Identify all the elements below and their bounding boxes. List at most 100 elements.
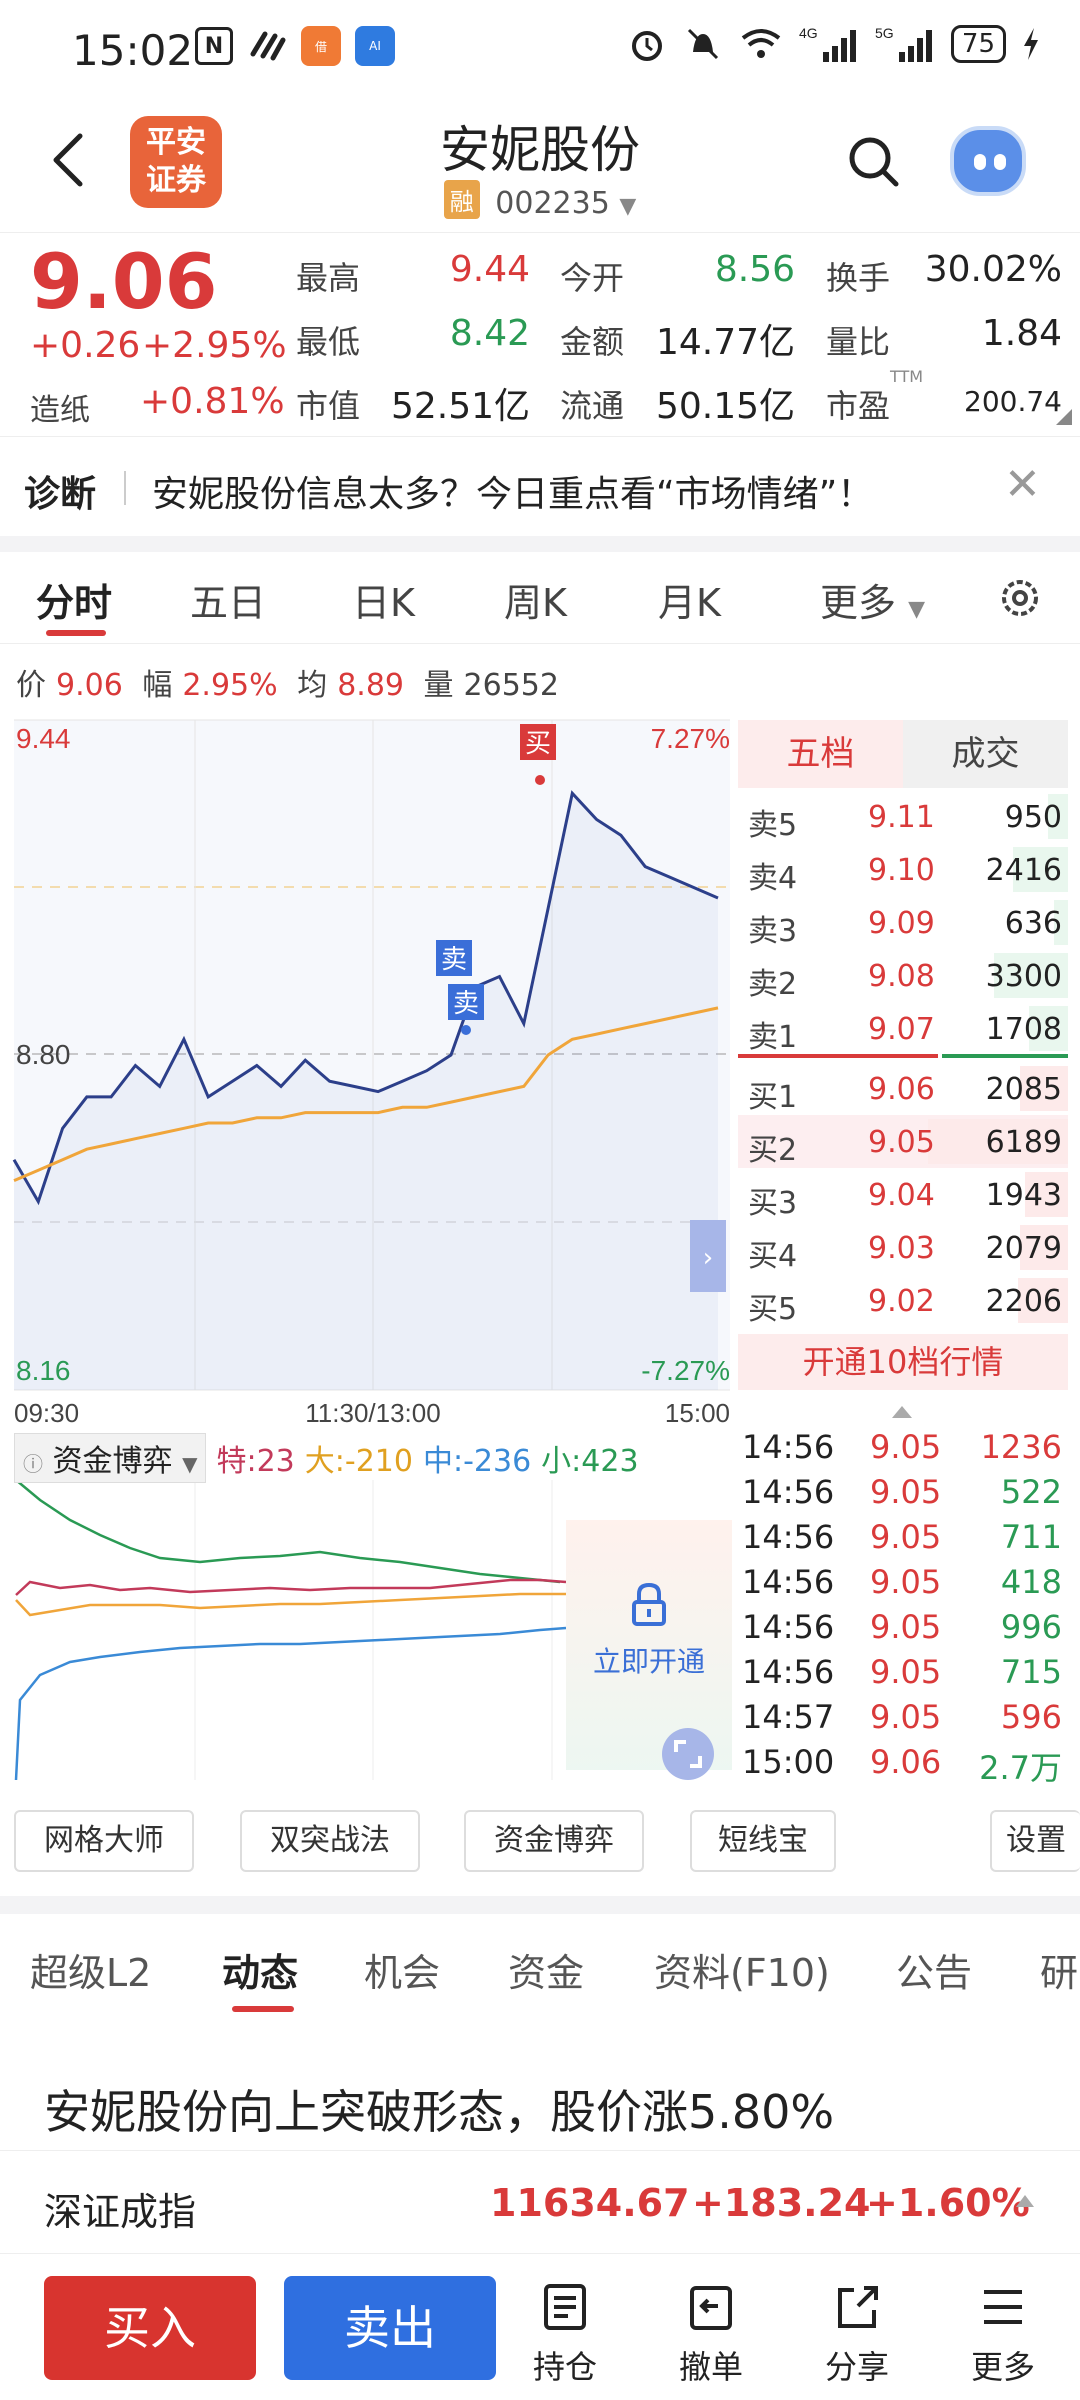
sell-marker-label: 卖 xyxy=(441,945,467,975)
bottom-action-bar: 买入 卖出 持仓 撤单 分享 更多 xyxy=(0,2256,1080,2400)
short-line-button[interactable]: 短线宝 xyxy=(690,1810,836,1872)
status-time: 15:02 xyxy=(72,26,194,75)
intraday-chart[interactable]: 9.44 8.80 8.16 7.27% -7.27% 09:30 11:30/… xyxy=(0,700,738,1800)
ask-bid-divider-red xyxy=(738,1054,938,1058)
unlock-overlay[interactable]: 立即开通 xyxy=(566,1520,732,1770)
side-expand-arrow[interactable] xyxy=(690,1220,726,1292)
diagnose-banner[interactable]: 诊断 安妮股份信息太多？今日重点看“市场情绪”！ ✕ xyxy=(0,436,1080,536)
chart-tabs: 分时 五日 日K 周K 月K 更多 ▼ xyxy=(0,552,1080,644)
tab-funds[interactable]: 资金 xyxy=(508,1951,585,1995)
ask-row[interactable]: 卖5 9.11 950 xyxy=(738,790,1068,843)
pct-max-label: 7.27% xyxy=(651,723,730,754)
hold-button[interactable]: 持仓 xyxy=(520,2282,610,2388)
fund-selector[interactable]: ⓘ 资金博弈 ▼ xyxy=(14,1433,207,1483)
fund-medium: 中:-236 xyxy=(422,1444,532,1479)
sell-marker-label: 卖 xyxy=(453,989,479,1019)
tab-day-k[interactable]: 日K xyxy=(352,581,415,625)
tab-super-l2[interactable]: 超级L2 xyxy=(30,1951,152,1995)
ask-price: 9.09 xyxy=(868,906,935,941)
ai-assistant-icon[interactable] xyxy=(950,126,1026,196)
tab-week-k[interactable]: 周K xyxy=(504,581,567,625)
tab-opportunity[interactable]: 机会 xyxy=(364,1951,441,1995)
bid-price: 9.05 xyxy=(868,1125,935,1160)
bid-price: 9.02 xyxy=(868,1284,935,1319)
ask-row[interactable]: 卖3 9.09 636 xyxy=(738,896,1068,949)
tab-five-levels[interactable]: 五档 xyxy=(738,720,903,788)
back-icon[interactable] xyxy=(48,130,88,190)
expand-corner-icon[interactable] xyxy=(1056,409,1072,425)
fund-line-small xyxy=(14,1626,567,1781)
index-bar[interactable]: 深证成指 11634.67 +183.24 +1.60% xyxy=(0,2150,1080,2254)
ask-level-label: 卖1 xyxy=(748,1020,798,1055)
volume-bar xyxy=(1020,1225,1068,1270)
search-icon[interactable] xyxy=(846,134,902,190)
tab-f10[interactable]: 资料(F10) xyxy=(654,1951,830,1995)
bid-row[interactable]: 买2 9.05 6189 xyxy=(738,1115,1068,1168)
tab-five-day[interactable]: 五日 xyxy=(190,581,267,625)
tick-volume: 996 xyxy=(1000,1608,1062,1646)
volume-bar xyxy=(1029,1006,1068,1051)
gear-icon[interactable] xyxy=(996,574,1044,622)
tab-month-k[interactable]: 月K xyxy=(658,581,721,625)
cancel-order-button[interactable]: 撤单 xyxy=(666,2282,756,2388)
tick-row: 14:56 9.05 711 xyxy=(738,1518,1068,1563)
ask-row[interactable]: 卖2 9.08 3300 xyxy=(738,949,1068,1002)
tab-trades[interactable]: 成交 xyxy=(903,720,1068,788)
open-10-levels-button[interactable]: 开通10档行情 xyxy=(738,1334,1068,1390)
y-min-label: 8.16 xyxy=(16,1355,71,1386)
svg-text:5G: 5G xyxy=(875,25,894,41)
buy-button[interactable]: 买入 xyxy=(44,2276,256,2380)
bid-row[interactable]: 买1 9.06 2085 xyxy=(738,1062,1068,1115)
tick-price: 9.05 xyxy=(870,1428,942,1466)
high-label: 最高 xyxy=(296,259,361,297)
settings-button[interactable]: 设置 xyxy=(990,1810,1080,1872)
share-button[interactable]: 分享 xyxy=(812,2282,902,2388)
sell-marker[interactable] xyxy=(448,984,484,1020)
stock-code-selector[interactable]: 融 002235 ▼ xyxy=(0,180,1080,221)
more-button[interactable]: 更多 xyxy=(958,2282,1048,2388)
ask-price: 9.10 xyxy=(868,853,935,888)
ai-app-icon: AI xyxy=(355,26,395,66)
ask-row[interactable]: 卖4 9.10 2416 xyxy=(738,843,1068,896)
fund-game-header: ⓘ 资金博弈 ▼ 特:23 大:-210 中:-236 小:423 xyxy=(14,1433,639,1483)
sell-button[interactable]: 卖出 xyxy=(284,2276,496,2380)
tab-intraday[interactable]: 分时 xyxy=(36,581,113,625)
fullscreen-icon[interactable] xyxy=(662,1728,714,1780)
book-tabs: 五档 成交 xyxy=(738,720,1068,788)
broker-logo[interactable]: 平安 证券 xyxy=(130,116,222,208)
alarm-icon xyxy=(631,31,662,61)
tab-research[interactable]: 研 xyxy=(1040,1951,1079,1995)
float-value: 50.15亿 xyxy=(655,386,795,427)
bid-price: 9.06 xyxy=(868,1072,935,1107)
volume-bar xyxy=(928,1119,1068,1164)
pe-value: 200.74 xyxy=(964,385,1062,418)
chevron-up-icon[interactable] xyxy=(890,1404,914,1420)
double-break-button[interactable]: 双突战法 xyxy=(240,1810,420,1872)
cap-value: 52.51亿 xyxy=(390,386,530,427)
bid-volume: 6189 xyxy=(985,1125,1062,1160)
ask-price: 9.08 xyxy=(868,959,935,994)
float-label: 流通 xyxy=(560,387,625,425)
tab-announcements[interactable]: 公告 xyxy=(896,1951,973,1995)
tick-time: 15:00 xyxy=(742,1743,835,1781)
tab-more[interactable]: 更多 ▼ xyxy=(820,572,925,627)
close-icon[interactable]: ✕ xyxy=(1004,459,1041,510)
index-change: +183.24 xyxy=(692,2181,871,2225)
bid-row[interactable]: 买5 9.02 2206 xyxy=(738,1274,1068,1327)
volume-bar xyxy=(1025,1172,1068,1217)
tick-price: 9.05 xyxy=(870,1698,942,1736)
fund-selector-label: 资金博弈 xyxy=(52,1444,173,1479)
tick-row: 14:56 9.05 522 xyxy=(738,1473,1068,1518)
bid-row[interactable]: 买3 9.04 1943 xyxy=(738,1168,1068,1221)
news-headline[interactable]: 安妮股份向上突破形态，股价涨5.80% xyxy=(44,2085,835,2139)
sector-label[interactable]: 造纸 xyxy=(30,393,90,428)
info-price: 9.06 xyxy=(56,668,123,703)
tab-dynamics[interactable]: 动态 xyxy=(222,1951,299,1995)
ask-row[interactable]: 卖1 9.07 1708 xyxy=(738,1002,1068,1055)
sell-marker[interactable] xyxy=(436,940,472,976)
grid-master-button[interactable]: 网格大师 xyxy=(14,1810,194,1872)
app-icon xyxy=(250,31,286,61)
buy-marker[interactable] xyxy=(520,724,556,760)
fund-game-button[interactable]: 资金博弈 xyxy=(464,1810,644,1872)
bid-row[interactable]: 买4 9.03 2079 xyxy=(738,1221,1068,1274)
